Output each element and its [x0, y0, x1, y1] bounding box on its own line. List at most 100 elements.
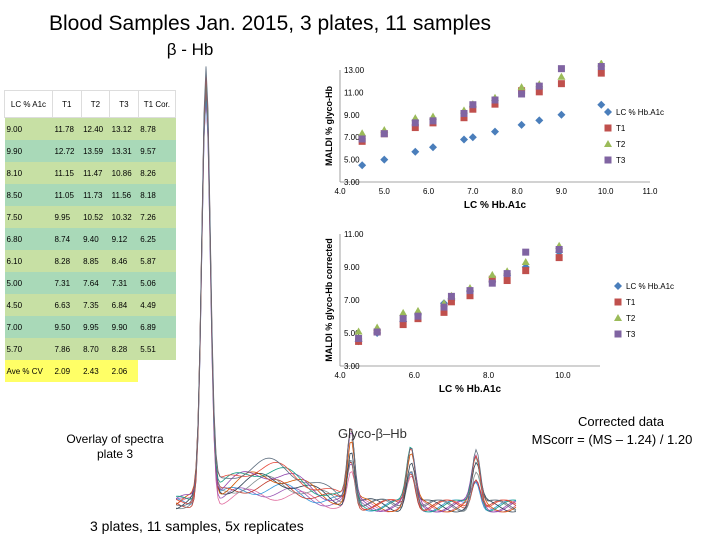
- table-row: 8.50 11.05 11.73 11.56 8.18: [4, 184, 176, 206]
- point-t3: [411, 119, 419, 127]
- spectrum-trace: [176, 66, 517, 512]
- y-tick-label: 7.00: [344, 133, 360, 142]
- y-tick-label: 3.00: [344, 362, 360, 371]
- table-cell: 8.18: [138, 184, 176, 206]
- series-t1: [358, 69, 605, 145]
- point-t1: [488, 275, 496, 283]
- table-cell: 11.78: [52, 117, 82, 140]
- x-axis-title: LC % Hb.A1c: [464, 200, 527, 211]
- x-tick-label: 10.0: [598, 187, 614, 196]
- point-lc: [429, 143, 437, 152]
- footer-cell: 2.43: [81, 360, 110, 382]
- table-cell: 9.90: [109, 316, 139, 338]
- header-t1-cor: T1 Cor.: [137, 90, 177, 118]
- point-t1: [411, 124, 419, 132]
- point-t2: [354, 327, 363, 335]
- legend-label: LC % Hb.A1c: [626, 282, 674, 291]
- table-cell: 4.49: [138, 294, 176, 316]
- series-t3: [355, 246, 563, 342]
- y-tick-label: 11.00: [344, 88, 364, 97]
- point-t2: [414, 306, 422, 314]
- overlay-label: Overlay of spectra plate 3: [66, 432, 164, 461]
- y-tick-label: 5.00: [344, 329, 360, 338]
- footer-cell: Ave % CV: [4, 360, 53, 382]
- legend-label: T3: [626, 330, 636, 339]
- legend-label: T2: [616, 140, 626, 149]
- point-t1: [447, 298, 455, 306]
- table-cell: 5.87: [138, 250, 176, 272]
- point-t2: [488, 270, 497, 278]
- spectra-overlay: [176, 66, 517, 513]
- point-t1: [522, 267, 530, 275]
- y-tick-label: 9.00: [344, 111, 360, 120]
- bottom-caption: 3 plates, 11 samples, 5x replicates: [88, 518, 306, 534]
- corrected-formula: MScorr = (MS – 1.24) / 1.20: [531, 432, 693, 447]
- point-t3: [447, 292, 455, 300]
- point-lc: [411, 147, 420, 156]
- y-tick-label: 11.00: [344, 230, 364, 239]
- point-t3: [355, 334, 363, 342]
- table-row: 9.00 11.78 12.40 13.12 8.78: [4, 117, 176, 140]
- point-t3: [557, 65, 565, 73]
- table-row: 5.70 7.86 8.70 8.28 5.51: [4, 338, 176, 360]
- point-t3: [522, 248, 530, 256]
- legend-label: T1: [616, 124, 626, 133]
- point-t3: [604, 156, 612, 164]
- y-tick-label: 9.00: [344, 263, 360, 272]
- table-cell: 10.32: [109, 206, 139, 228]
- point-t3: [460, 109, 468, 117]
- point-t3: [488, 279, 496, 287]
- table-row: 6.10 8.28 8.85 8.46 5.87: [4, 250, 176, 272]
- point-t1: [604, 124, 612, 132]
- point-lc: [604, 108, 612, 116]
- table-cell: 11.73: [81, 184, 110, 206]
- point-t2: [557, 72, 566, 80]
- table-cell: 10.52: [81, 206, 110, 228]
- point-lc: [557, 110, 566, 119]
- x-tick-label: 5.0: [379, 187, 391, 196]
- table-cell: 8.46: [109, 250, 139, 272]
- table-cell: 5.51: [138, 338, 176, 360]
- point-t1: [440, 308, 448, 316]
- series-t2: [354, 241, 564, 335]
- point-t1: [535, 88, 543, 96]
- table-cell: 6.25: [138, 228, 176, 250]
- footer-cell: 2.06: [109, 360, 139, 382]
- table-cell: 8.78: [138, 117, 176, 140]
- point-t2: [521, 258, 530, 266]
- y-tick-label: 13.00: [344, 66, 365, 75]
- footer-cell: [138, 360, 176, 382]
- point-t3: [535, 82, 543, 90]
- table-cell: 11.56: [109, 184, 139, 206]
- table-cell: 13.59: [81, 140, 110, 162]
- table-cell: 7.50: [4, 206, 53, 228]
- table-cell: 11.15: [52, 162, 82, 184]
- y-axis-title: MALDI % glyco-Hb: [324, 85, 334, 166]
- legend-label: T2: [626, 314, 636, 323]
- x-tick-label: 4.0: [334, 371, 346, 380]
- table-cell: 7.64: [81, 272, 110, 294]
- legend-label: LC % Hb.A1c: [616, 108, 664, 117]
- table-row: 7.50 9.95 10.52 10.32 7.26: [4, 206, 176, 228]
- x-tick-label: 6.0: [423, 187, 435, 196]
- table-cell: 8.10: [4, 162, 53, 184]
- table-row: 8.10 11.15 11.47 10.86 8.26: [4, 162, 176, 184]
- point-t1: [491, 100, 499, 108]
- point-t3: [614, 330, 622, 338]
- x-tick-label: 11.0: [643, 187, 659, 196]
- table-cell: 13.12: [109, 117, 139, 140]
- point-t3: [399, 315, 407, 323]
- table-footer-row: Ave % CV 2.09 2.43 2.06: [4, 360, 176, 382]
- legend-label: T3: [616, 156, 626, 165]
- table-cell: 7.00: [4, 316, 53, 338]
- point-t1: [466, 292, 474, 300]
- header-t1: T1: [51, 90, 82, 118]
- header-t2: T2: [80, 90, 111, 118]
- spectrum-trace: [176, 79, 517, 513]
- table-cell: 8.28: [52, 250, 82, 272]
- point-t3: [358, 135, 366, 143]
- series-t3: [358, 63, 605, 143]
- glyco-hb-label: Glyco-β–Hb: [338, 426, 407, 441]
- point-t2: [614, 314, 622, 321]
- point-lc: [460, 135, 468, 144]
